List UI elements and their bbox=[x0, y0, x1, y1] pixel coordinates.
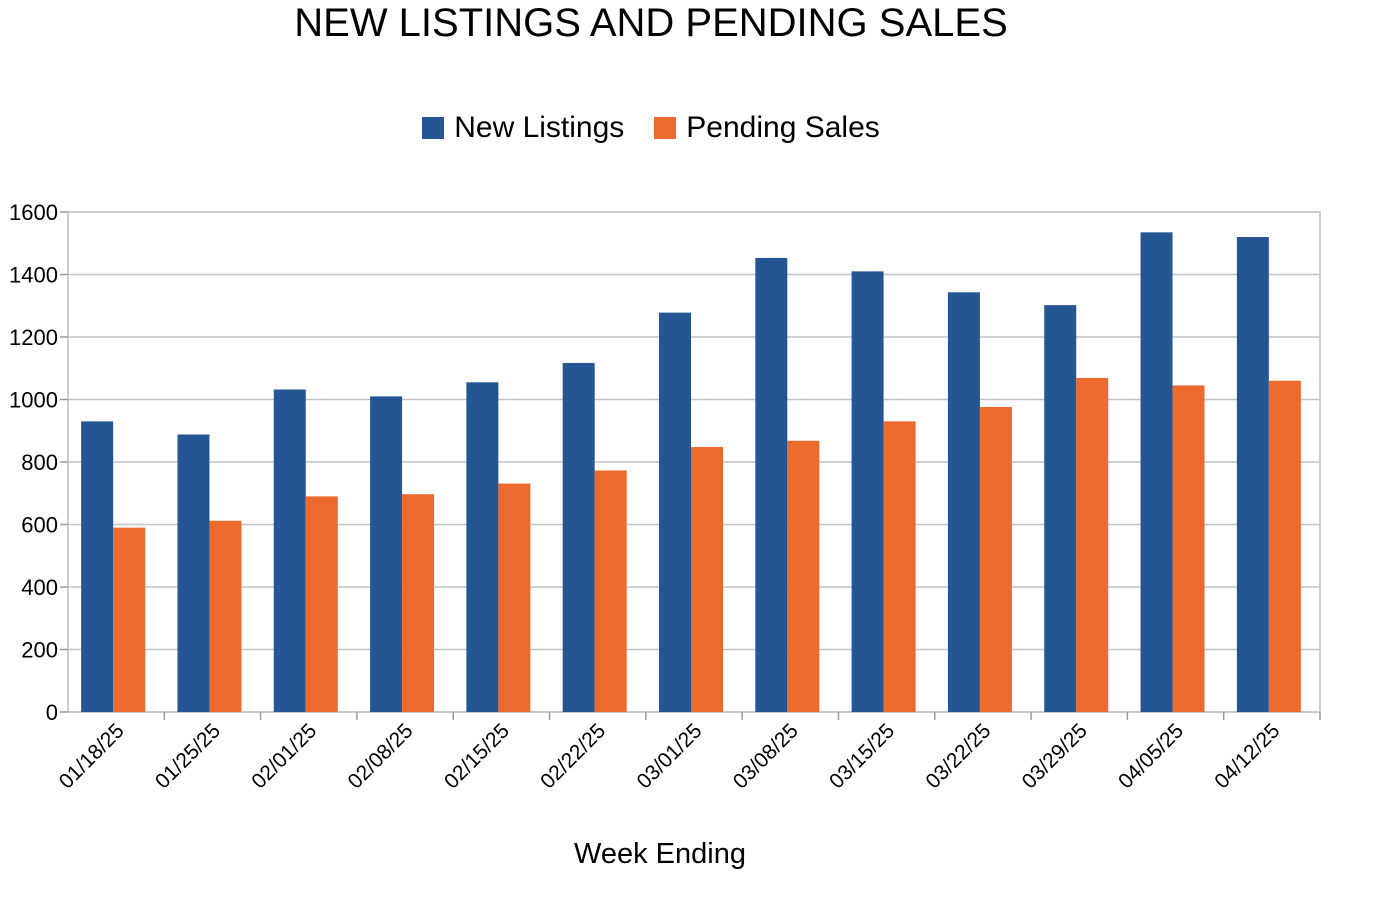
y-tick-label-1200: 1200 bbox=[9, 325, 58, 350]
bar-new-listings-12 bbox=[1236, 237, 1269, 712]
bar-new-listings-3 bbox=[370, 396, 403, 712]
bar-pending-sales-2 bbox=[305, 496, 338, 712]
bar-new-listings-2 bbox=[273, 389, 306, 712]
bar-new-listings-4 bbox=[466, 382, 499, 712]
x-tick-label-2: 02/01/25 bbox=[247, 719, 321, 793]
bar-new-listings-11 bbox=[1140, 232, 1173, 712]
legend-label-new-listings: New Listings bbox=[454, 111, 625, 144]
bar-new-listings-6 bbox=[659, 312, 691, 712]
x-tick-label-12: 04/12/25 bbox=[1210, 719, 1284, 793]
bar-pending-sales-1 bbox=[209, 520, 242, 712]
legend-item-pending-sales: Pending Sales bbox=[654, 108, 880, 148]
y-tick-label-0: 0 bbox=[46, 700, 58, 725]
legend: New Listings Pending Sales bbox=[0, 108, 1302, 148]
bar-new-listings-8 bbox=[851, 271, 884, 712]
x-tick-label-9: 03/22/25 bbox=[921, 719, 995, 793]
bar-new-listings-9 bbox=[947, 292, 980, 712]
bar-pending-sales-4 bbox=[498, 483, 531, 712]
chart-title: NEW LISTINGS AND PENDING SALES bbox=[294, 1, 1008, 45]
bar-new-listings-7 bbox=[755, 257, 788, 712]
bar-pending-sales-5 bbox=[594, 470, 627, 712]
bar-pending-sales-8 bbox=[883, 421, 916, 712]
y-tick-label-800: 800 bbox=[21, 450, 58, 475]
x-tick-label-10: 03/29/25 bbox=[1018, 719, 1092, 793]
x-tick-label-11: 04/05/25 bbox=[1114, 719, 1188, 793]
x-tick-label-1: 01/25/25 bbox=[151, 719, 225, 793]
x-tick-label-7: 03/08/25 bbox=[729, 719, 803, 793]
y-tick-label-600: 600 bbox=[21, 513, 58, 538]
bar-pending-sales-9 bbox=[979, 407, 1012, 712]
bar-pending-sales-6 bbox=[691, 447, 723, 712]
x-tick-label-0: 01/18/25 bbox=[55, 719, 129, 793]
bar-new-listings-5 bbox=[562, 362, 595, 712]
bar-new-listings-10 bbox=[1044, 305, 1077, 712]
y-tick-label-1400: 1400 bbox=[9, 263, 58, 288]
bar-pending-sales-7 bbox=[787, 440, 820, 712]
x-tick-label-3: 02/08/25 bbox=[344, 719, 418, 793]
x-axis-title: Week Ending bbox=[574, 838, 746, 870]
bar-pending-sales-11 bbox=[1172, 385, 1205, 712]
y-tick-label-200: 200 bbox=[21, 638, 58, 663]
legend-label-pending-sales: Pending Sales bbox=[686, 111, 880, 144]
x-tick-label-8: 03/15/25 bbox=[825, 719, 899, 793]
bar-pending-sales-12 bbox=[1268, 380, 1301, 712]
legend-swatch-pending-sales bbox=[654, 117, 677, 139]
bar-new-listings-1 bbox=[177, 434, 210, 712]
y-tick-label-1000: 1000 bbox=[9, 388, 58, 413]
bar-pending-sales-10 bbox=[1076, 377, 1109, 712]
y-tick-label-1600: 1600 bbox=[9, 200, 58, 225]
bar-new-listings-0 bbox=[81, 421, 114, 712]
legend-swatch-new-listings bbox=[422, 117, 445, 139]
bar-pending-sales-3 bbox=[402, 494, 435, 712]
x-tick-label-5: 02/22/25 bbox=[536, 719, 610, 793]
legend-item-new-listings: New Listings bbox=[422, 108, 624, 148]
x-tick-label-6: 03/01/25 bbox=[632, 719, 706, 793]
y-tick-label-400: 400 bbox=[21, 575, 58, 600]
bar-pending-sales-0 bbox=[113, 527, 146, 712]
x-tick-label-4: 02/15/25 bbox=[440, 719, 514, 793]
